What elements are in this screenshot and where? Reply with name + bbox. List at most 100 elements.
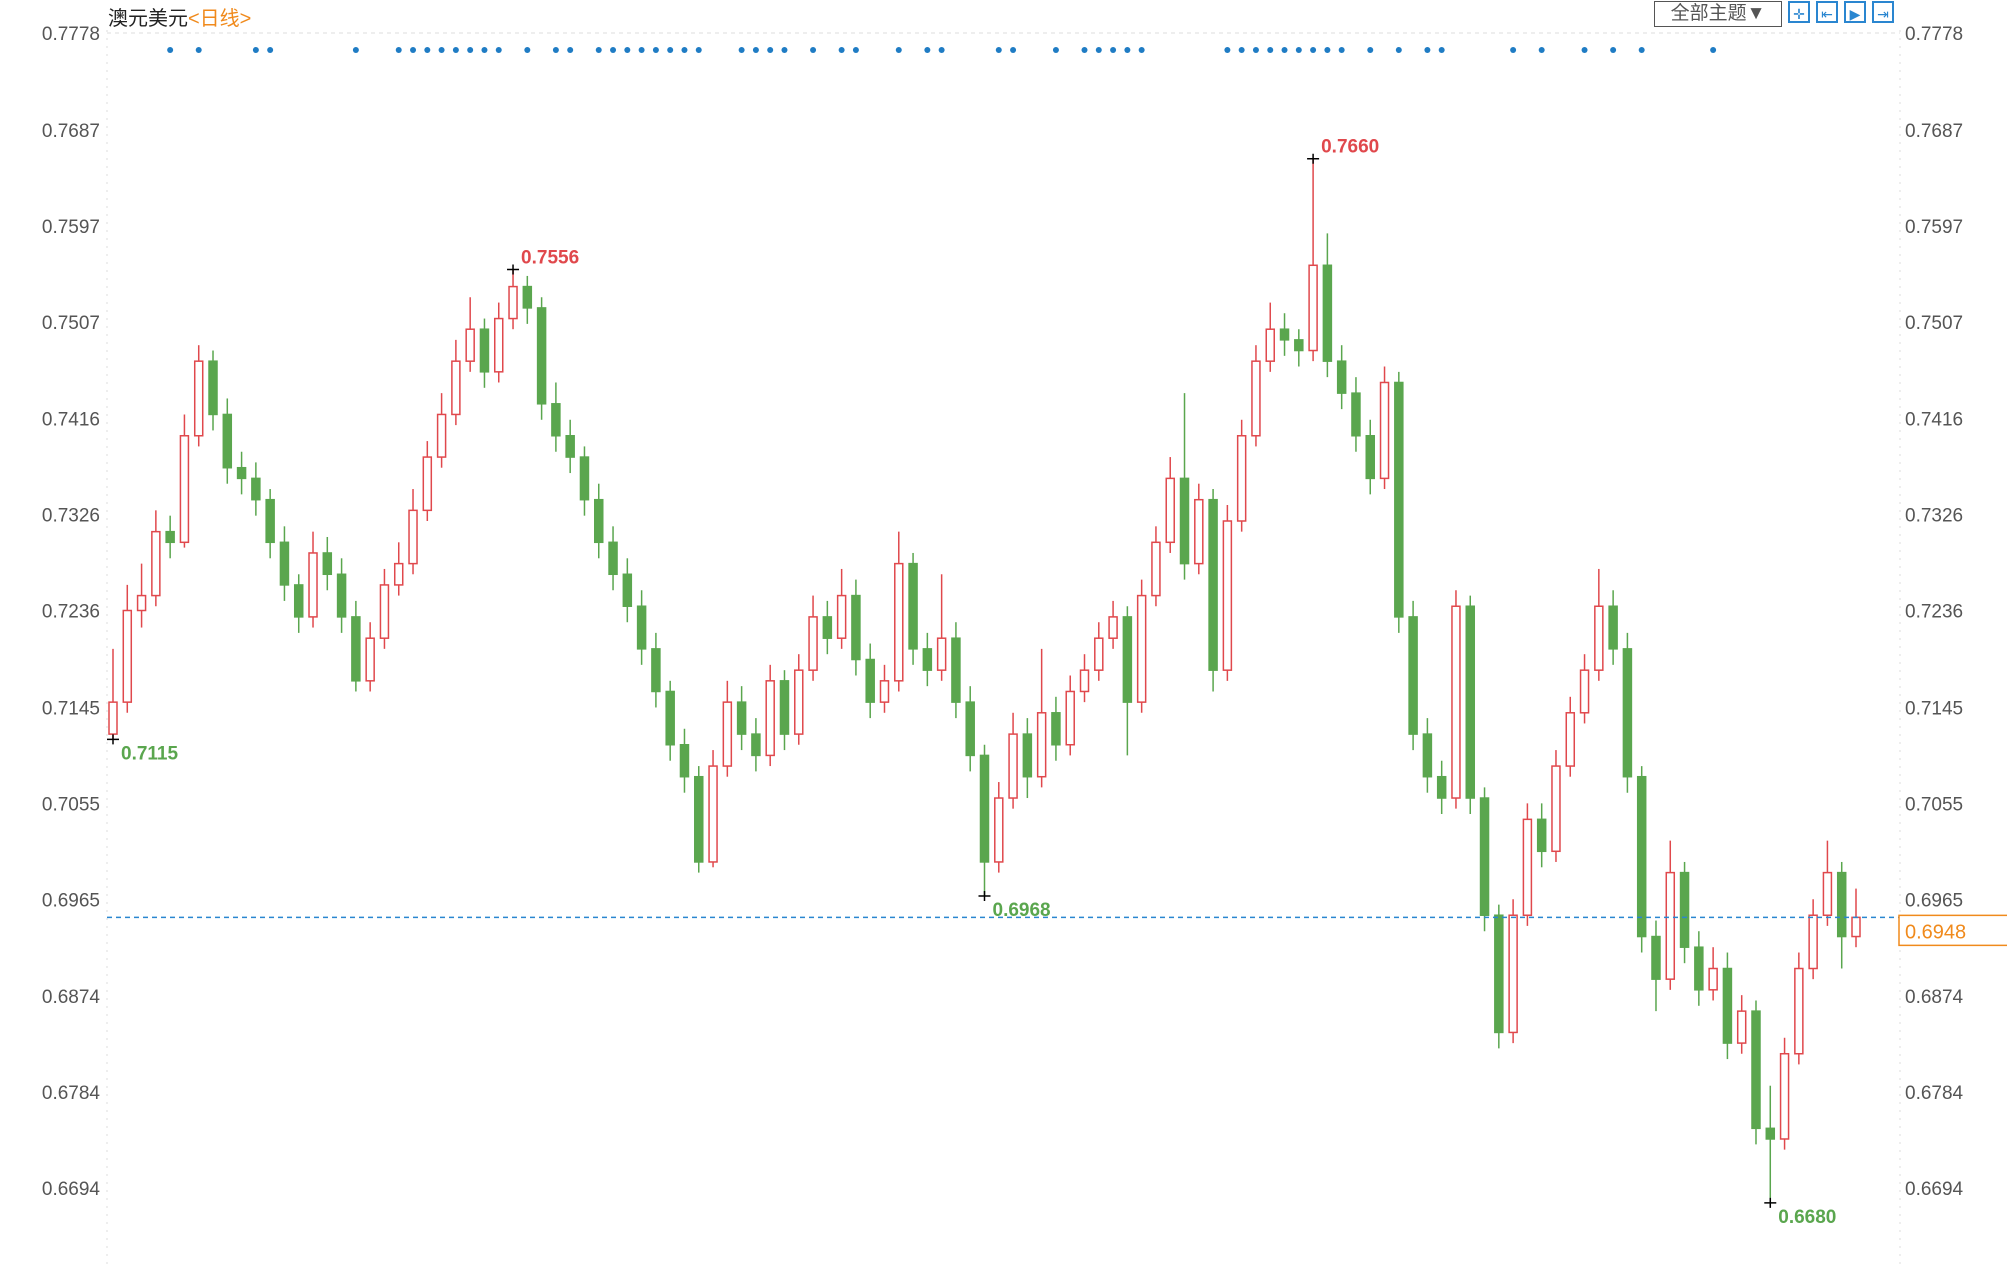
candle-down bbox=[251, 477, 261, 501]
event-marker bbox=[410, 47, 417, 53]
candle-down bbox=[636, 605, 647, 650]
high-label: 0.7556 bbox=[521, 248, 579, 269]
candle-down bbox=[622, 573, 633, 607]
candle-up bbox=[1665, 871, 1676, 980]
y-tick-label-right: 0.6784 bbox=[1905, 1083, 1964, 1104]
y-tick-label-right: 0.7236 bbox=[1905, 602, 1963, 623]
event-marker bbox=[1395, 47, 1402, 53]
event-marker bbox=[495, 47, 502, 53]
event-marker bbox=[738, 47, 745, 53]
chart-title: 澳元美元<日线> bbox=[108, 2, 251, 31]
y-tick-label-left: 0.7145 bbox=[42, 698, 100, 719]
candle-up bbox=[1451, 605, 1461, 799]
candle-down bbox=[1351, 392, 1361, 437]
candle-down bbox=[1365, 435, 1375, 480]
candle-down bbox=[1294, 339, 1304, 352]
y-tick-label-left: 0.6694 bbox=[42, 1179, 101, 1200]
event-marker bbox=[752, 47, 759, 53]
extreme-marker bbox=[507, 264, 520, 275]
candle-up bbox=[508, 285, 518, 320]
candle-up bbox=[1251, 360, 1261, 437]
zoom-range-icon[interactable]: ⇤ bbox=[1816, 1, 1838, 23]
event-marker bbox=[810, 47, 817, 53]
event-marker bbox=[395, 47, 402, 53]
candle-up bbox=[1779, 1052, 1790, 1140]
event-marker bbox=[1224, 47, 1231, 53]
extreme-marker bbox=[107, 734, 119, 745]
candle-up bbox=[1594, 605, 1604, 671]
theme-select[interactable]: 全部主题▼ bbox=[1654, 1, 1782, 27]
candle-down bbox=[165, 530, 175, 544]
candle-up bbox=[493, 317, 504, 373]
event-marker bbox=[1338, 47, 1345, 53]
event-marker bbox=[1638, 47, 1645, 53]
candle-down bbox=[351, 616, 361, 682]
event-marker bbox=[1610, 47, 1617, 53]
candle-up bbox=[708, 765, 718, 863]
event-marker bbox=[424, 47, 431, 53]
event-marker bbox=[1252, 47, 1259, 53]
event-marker bbox=[1052, 47, 1059, 53]
candle-up bbox=[1822, 871, 1833, 916]
candle-down bbox=[579, 456, 590, 501]
candle-up bbox=[365, 637, 375, 682]
event-marker bbox=[1110, 47, 1117, 53]
candle-up bbox=[1808, 914, 1818, 970]
candle-down bbox=[865, 658, 875, 703]
event-marker bbox=[938, 47, 945, 53]
candle-down bbox=[694, 775, 704, 863]
event-marker bbox=[1510, 47, 1517, 53]
event-marker bbox=[195, 47, 202, 53]
event-marker bbox=[781, 47, 788, 53]
candle-down bbox=[1394, 381, 1404, 618]
y-tick-label-left: 0.7778 bbox=[42, 24, 100, 45]
candle-down bbox=[1622, 648, 1633, 778]
candle-up bbox=[393, 562, 404, 586]
event-marker bbox=[1124, 47, 1131, 53]
candle-down bbox=[665, 690, 675, 746]
crosshair-icon[interactable]: ✛ bbox=[1788, 1, 1810, 23]
candle-up bbox=[1308, 264, 1318, 352]
event-marker bbox=[267, 47, 274, 53]
y-tick-label-right: 0.7055 bbox=[1905, 794, 1963, 815]
event-marker bbox=[1238, 47, 1245, 53]
candle-down bbox=[851, 594, 861, 661]
event-marker bbox=[638, 47, 645, 53]
event-marker bbox=[1138, 47, 1145, 53]
candle-down bbox=[1494, 914, 1504, 1034]
y-tick-label-right: 0.7416 bbox=[1905, 410, 1963, 431]
candle-down bbox=[336, 573, 347, 618]
candle-down bbox=[222, 413, 233, 469]
candle-down bbox=[1536, 818, 1547, 853]
y-tick-label-left: 0.7687 bbox=[42, 121, 100, 142]
candle-down bbox=[293, 584, 304, 618]
event-marker bbox=[995, 47, 1002, 53]
event-marker bbox=[1581, 47, 1588, 53]
play-icon[interactable]: ▶ bbox=[1844, 1, 1866, 23]
event-marker bbox=[524, 47, 531, 53]
y-tick-label-right: 0.7778 bbox=[1905, 24, 1963, 45]
candle-up bbox=[879, 680, 890, 703]
extreme-marker bbox=[1307, 153, 1320, 164]
event-marker bbox=[352, 47, 359, 53]
candle-down bbox=[322, 552, 333, 576]
event-marker bbox=[767, 47, 774, 53]
candle-up bbox=[894, 562, 904, 682]
event-marker bbox=[1310, 47, 1317, 53]
candle-up bbox=[379, 584, 390, 639]
y-tick-label-left: 0.7597 bbox=[42, 217, 100, 238]
candle-up bbox=[1008, 733, 1018, 799]
event-marker bbox=[852, 47, 859, 53]
y-tick-label-left: 0.6874 bbox=[42, 987, 101, 1008]
candle-down bbox=[1636, 775, 1647, 938]
candle-up bbox=[1736, 1010, 1747, 1044]
candle-down bbox=[1336, 360, 1347, 394]
y-tick-label-right: 0.6874 bbox=[1905, 987, 1964, 1008]
candle-down bbox=[922, 648, 933, 671]
candle-down bbox=[736, 701, 747, 735]
candle-up bbox=[151, 530, 161, 597]
candle-down bbox=[1408, 616, 1418, 735]
candle-down bbox=[551, 403, 561, 437]
jump-end-icon[interactable]: ⇥ bbox=[1872, 1, 1894, 23]
